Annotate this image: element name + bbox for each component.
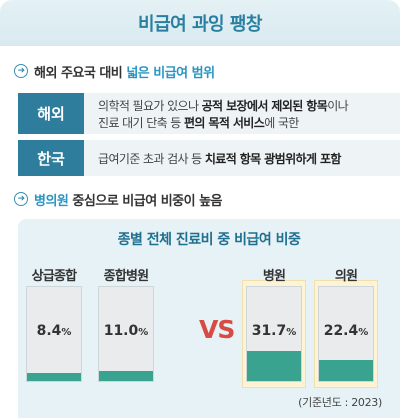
row-description-line: 의학적 필요가 있으나 공적 보장에서 제외된 항목이나 [98,98,400,115]
row-description-korea: 급여기준 초과 검사 등 치료적 항목 광범위하게 포함 [84,140,400,176]
section-heading-highlight: 넓은 비급여 범위 [126,65,215,81]
text-segment: 급여기준 초과 검사 등 [98,152,205,166]
row-description-line: 진료 대기 단축 등 편의 목적 서비스에 국한 [98,115,400,132]
bar-value-label: 31.7% [251,323,297,339]
header-banner: 비급여 과잉 팽창 [0,0,400,46]
row-label-korea: 한국 [18,140,84,176]
category-label: 병원 [262,269,286,284]
section-heading-suffix: 중심으로 비급여 비중이 높음 [68,193,223,209]
section-heading-text: 병의원 중심으로 비급여 비중이 높음 [34,190,223,209]
bar-value-label: 22.4% [323,323,369,339]
text-segment: 진료 대기 단축 등 [98,116,184,130]
text-segment: 의학적 필요가 있으나 [98,99,202,113]
category-label: 상급종합 [31,269,77,284]
section-heading-text: 해외 주요국 대비 넓은 비급여 범위 [34,62,215,81]
bar-container [98,286,154,382]
section-heading-highlight: 병의원 [34,193,69,209]
arrow-right-circle-icon: ➜ [14,64,28,78]
arrow-right-circle-icon: ➜ [14,192,28,206]
category-label: 종합병원 [103,269,149,284]
bar-fill [319,359,373,381]
chart-title: 종별 전체 진료비 중 비급여 비중 [117,232,301,248]
text-emphasis: 편의 목적 서비스 [183,116,265,130]
chart-panel: 종별 전체 진료비 중 비급여 비중 VS (기준년도 : 2023) 상급종합… [18,219,400,418]
section-heading-prefix: 해외 주요국 대비 [34,65,127,81]
base-year-note: (기준년도 : 2023) [298,396,382,409]
vs-label: VS [199,315,235,344]
text-emphasis: 치료적 항목 광범위하게 포함 [204,152,342,166]
bar-value-label: 11.0% [103,323,149,339]
comparison-row-korea: 한국 급여기준 초과 검사 등 치료적 항목 광범위하게 포함 [18,140,400,176]
text-segment: 에 국한 [264,116,299,130]
text-emphasis: 공적 보장에서 제외된 항목 [201,99,328,113]
bar-fill [27,373,81,381]
row-description-line: 급여기준 초과 검사 등 치료적 항목 광범위하게 포함 [98,151,400,168]
bar-fill [247,351,301,381]
page-title: 비급여 과잉 팽창 [138,14,262,35]
row-label-overseas: 해외 [18,93,84,134]
row-description-overseas: 의학적 필요가 있으나 공적 보장에서 제외된 항목이나 진료 대기 단축 등 … [84,93,400,134]
section-heading-scope: ➜ 해외 주요국 대비 넓은 비급여 범위 [14,61,215,81]
bar-container [26,286,82,382]
bar-container [318,286,374,382]
text-segment: 이나 [327,99,349,113]
bar-value-label: 8.4% [36,323,72,339]
section-heading-share: ➜ 병의원 중심으로 비급여 비중이 높음 [14,189,223,209]
comparison-row-overseas: 해외 의학적 필요가 있으나 공적 보장에서 제외된 항목이나 진료 대기 단축… [18,93,400,134]
category-label: 의원 [334,269,358,284]
bar-fill [99,370,153,381]
bar-container [246,286,302,382]
